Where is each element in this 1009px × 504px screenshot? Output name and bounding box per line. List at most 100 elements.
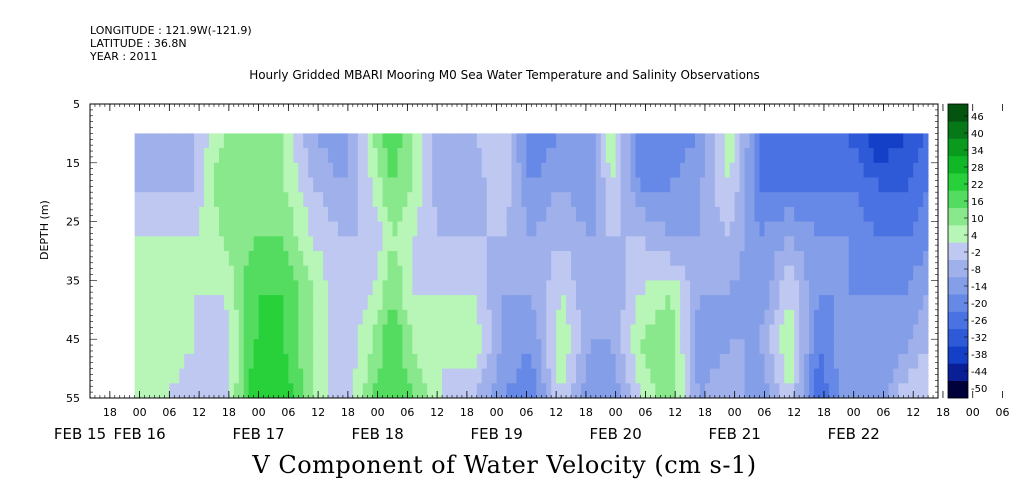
heatmap-cell [432,295,438,311]
heatmap-cell [268,368,274,384]
heatmap-cell [352,148,359,164]
heatmap-cell [734,251,741,267]
heatmap-cell [630,206,636,222]
heatmap-cell [253,383,260,399]
heatmap-cell [456,192,463,208]
heatmap-cell [630,265,636,281]
heatmap-cell [903,353,909,369]
heatmap-cell [923,162,929,178]
heatmap-cell [680,206,686,222]
heatmap-cell [600,383,607,399]
heatmap-cell [442,309,448,325]
heatmap-cell [585,192,592,208]
heatmap-cell [293,177,299,193]
heatmap-cell [863,148,869,164]
heatmap-cell [605,295,612,311]
heatmap-cell [278,221,284,237]
heatmap-cell [580,339,587,355]
heatmap-cell [204,162,210,178]
heatmap-cell [605,162,612,178]
heatmap-cell [357,339,364,355]
heatmap-cell [690,133,696,149]
heatmap-cell [501,133,507,149]
heatmap-cell [204,206,210,222]
heatmap-cell [779,206,785,222]
heatmap-cell [580,265,587,281]
heatmap-cell [362,295,369,311]
heatmap-cell [615,309,622,325]
heatmap-cell [342,221,349,237]
heatmap-cell [278,177,284,193]
heatmap-cell [749,251,755,267]
heatmap-cell [149,280,155,296]
heatmap-cell [218,295,225,311]
colorbar-label: 4 [971,231,977,242]
heatmap-cell [923,133,929,149]
heatmap-cell [883,368,889,384]
heatmap-cell [828,221,835,237]
heatmap-cell [412,353,418,369]
heatmap-cell [417,162,423,178]
heatmap-cell [476,295,483,311]
heatmap-cell [342,353,349,369]
heatmap-cell [392,236,398,252]
heatmap-cell [456,221,463,237]
heatmap-cell [179,177,185,193]
x-hour-tick-label: 18 [817,406,831,419]
heatmap-cell [893,309,899,325]
heatmap-cell [357,309,364,325]
heatmap-cell [342,236,349,252]
heatmap-cell [248,236,255,252]
heatmap-cell [893,324,899,340]
heatmap-cell [858,221,865,237]
heatmap-cell [754,280,760,296]
heatmap-cell [456,353,463,369]
heatmap-cell [218,162,225,178]
heatmap-cell [625,368,631,384]
heatmap-cell [908,177,914,193]
heatmap-cell [590,148,597,164]
heatmap-cell [447,221,453,237]
heatmap-cell [858,162,865,178]
heatmap-cell [764,162,770,178]
heatmap-cell [228,339,235,355]
heatmap-cell [600,148,607,164]
heatmap-cell [303,192,309,208]
heatmap-cell [566,221,572,237]
heatmap-cell [804,295,810,311]
heatmap-cell [417,295,423,311]
heatmap-cell [209,251,215,267]
heatmap-cell [630,251,636,267]
heatmap-cell [422,177,428,193]
heatmap-cell [610,148,617,164]
heatmap-cell [536,383,542,399]
heatmap-cell [784,236,790,252]
heatmap-cell [278,148,284,164]
heatmap-cell [858,192,865,208]
heatmap-cell [571,206,577,222]
heatmap-cell [382,353,388,369]
heatmap-cell [590,206,597,222]
heatmap-cell [392,162,398,178]
heatmap-cell [352,353,359,369]
heatmap-cell [466,383,473,399]
heatmap-cell [843,192,850,208]
heatmap-cell [729,251,736,267]
heatmap-cell [442,339,448,355]
heatmap-cell [714,280,721,296]
heatmap-cell [863,221,869,237]
heatmap-cell [258,192,264,208]
heatmap-cell [318,295,324,311]
heatmap-cell [362,148,369,164]
heatmap-cell [843,221,850,237]
heatmap-cell [184,192,190,208]
heatmap-cell [313,339,319,355]
heatmap-cell [551,162,557,178]
heatmap-cell [377,324,383,340]
heatmap-cell [809,162,815,178]
heatmap-cell [278,280,284,296]
heatmap-cell [605,353,612,369]
heatmap-cell [714,162,721,178]
heatmap-cell [337,280,344,296]
heatmap-cell [496,309,503,325]
